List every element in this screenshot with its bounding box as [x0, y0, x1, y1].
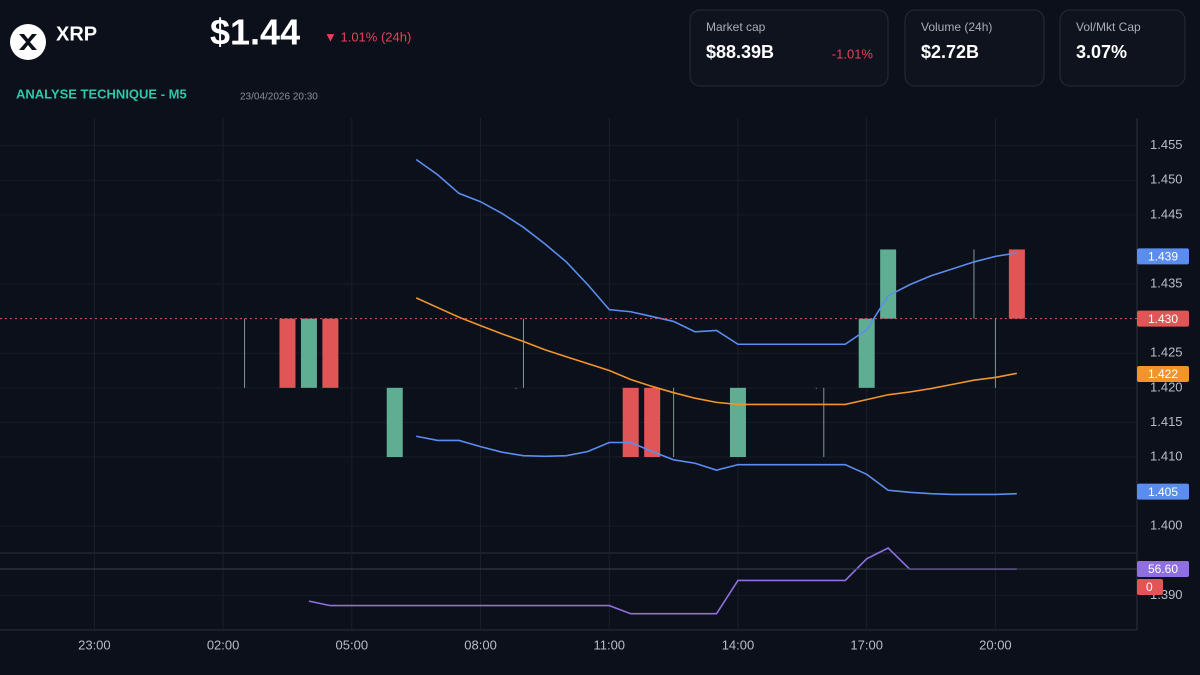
indicator-line — [416, 435, 1017, 496]
stat-card — [689, 9, 889, 87]
y-tick-label: 1.420 — [1150, 379, 1183, 394]
candle-body — [322, 318, 339, 388]
candle-body — [987, 318, 989, 320]
price-badge-label: 1.439 — [1148, 250, 1178, 264]
price-badge — [1137, 248, 1189, 265]
stat-label: Market cap — [706, 20, 766, 34]
indicator-line — [415, 158, 1017, 346]
oscillator-badge-label: 56.60 — [1148, 562, 1178, 576]
stat-card — [1059, 9, 1186, 87]
oscillator-badge — [1137, 561, 1189, 578]
y-tick-label: 1.415 — [1150, 414, 1183, 429]
x-tick-label: 23:00 — [78, 637, 111, 652]
candle-body — [815, 387, 817, 389]
candle-body — [386, 387, 403, 458]
y-tick-label: 1.400 — [1150, 518, 1183, 533]
y-tick-label: 1.425 — [1150, 345, 1183, 360]
candle-body — [644, 387, 661, 458]
candle-body — [1008, 249, 1025, 319]
y-tick-label: 1.455 — [1150, 137, 1183, 152]
symbol: XRP — [56, 23, 97, 45]
candle-body — [279, 318, 296, 388]
stat-value: $88.39B — [706, 42, 774, 62]
y-tick-label: 1.435 — [1150, 275, 1183, 290]
price-badge-label: 1.430 — [1148, 312, 1178, 326]
oscillator-badge — [1137, 579, 1163, 596]
price-badge — [1137, 310, 1189, 327]
candle-body — [880, 249, 897, 319]
x-tick-label: 20:00 — [979, 637, 1012, 652]
chart-subtitle: 23/04/2026 20:30 — [240, 92, 318, 103]
x-tick-label: 02:00 — [207, 637, 240, 652]
x-tick-label: 11:00 — [593, 637, 625, 652]
stat-change: -1.01% — [832, 46, 874, 61]
price-badge — [1137, 366, 1189, 382]
x-tick-label: 14:00 — [722, 637, 755, 652]
price-badge-label: 1.405 — [1148, 485, 1178, 499]
x-tick-label: 17:00 — [850, 637, 883, 652]
oscillator-badge-label: 0 — [1146, 580, 1153, 594]
logo-icon — [19, 34, 37, 50]
oscillator-line — [308, 547, 1017, 615]
candle-body — [515, 387, 517, 389]
y-tick-label: 1.445 — [1150, 206, 1183, 221]
candle-body — [236, 318, 238, 320]
candle-body — [622, 387, 639, 458]
stat-value: 3.07% — [1076, 42, 1127, 62]
stat-card — [904, 9, 1045, 87]
chart-title: ANALYSE TECHNIQUE - M5 — [16, 86, 187, 101]
candle-body — [300, 318, 317, 388]
y-tick-label: 1.410 — [1150, 448, 1183, 463]
price-change: ▼ 1.01% (24h) — [324, 29, 411, 44]
price-badge — [1137, 483, 1189, 500]
y-tick-label: 1.450 — [1150, 172, 1183, 187]
indicator-line — [415, 297, 1018, 406]
candle-body — [858, 318, 875, 388]
price: $1.44 — [210, 12, 300, 53]
candle-body — [729, 387, 746, 458]
stat-label: Vol/Mkt Cap — [1076, 20, 1141, 34]
stat-value: $2.72B — [921, 42, 979, 62]
price-badge-label: 1.422 — [1148, 367, 1178, 381]
x-tick-label: 05:00 — [336, 637, 369, 652]
x-tick-label: 08:00 — [464, 637, 497, 652]
stat-label: Volume (24h) — [921, 20, 992, 34]
